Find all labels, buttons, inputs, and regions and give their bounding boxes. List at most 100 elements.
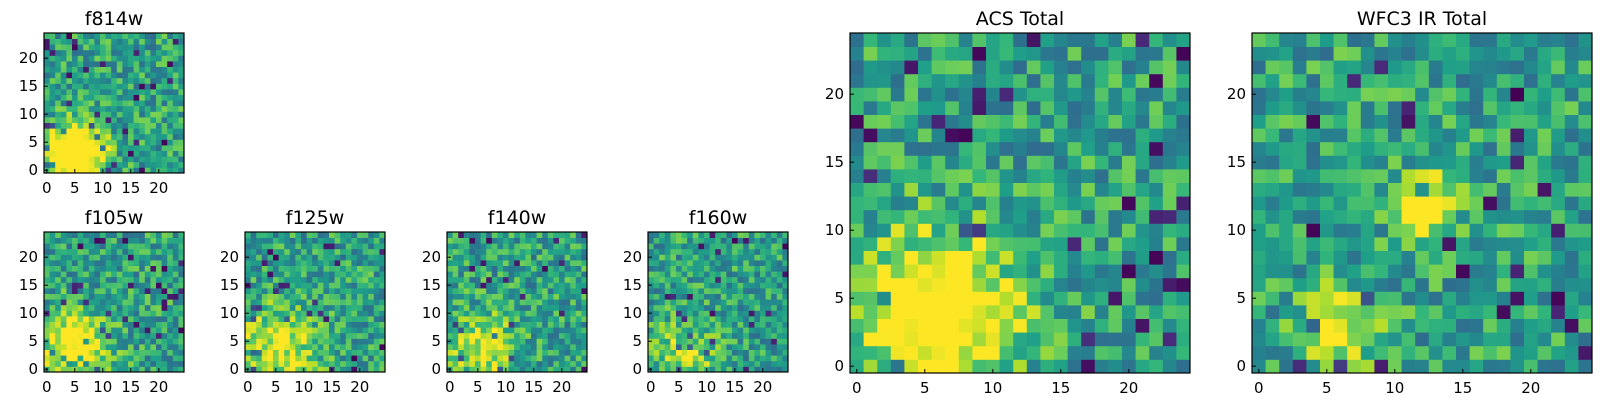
heatmap-cell	[687, 310, 694, 317]
heatmap-cell	[273, 282, 279, 289]
heatmap-cell	[760, 304, 766, 311]
heatmap-cell	[1108, 101, 1123, 115]
heatmap-cell	[317, 349, 324, 356]
heatmap-cell	[743, 248, 750, 255]
heatmap-cell	[1469, 128, 1484, 143]
heatmap-cell	[776, 243, 783, 250]
heatmap-cell	[72, 248, 78, 255]
heatmap-cell	[128, 232, 134, 238]
heatmap-cell	[362, 232, 369, 238]
heatmap-cell	[1333, 114, 1348, 129]
heatmap-cell	[284, 321, 291, 328]
heatmap-cell	[559, 271, 565, 278]
heatmap-cell	[345, 349, 352, 356]
heatmap-cell	[1320, 332, 1334, 347]
heatmap-cell	[1040, 141, 1055, 156]
heatmap-cell	[480, 344, 487, 350]
heatmap-cell	[1135, 250, 1150, 265]
heatmap-cell	[447, 276, 453, 283]
heatmap-cell	[323, 332, 330, 339]
heatmap-cell	[986, 87, 1000, 102]
heatmap-cell	[1252, 182, 1266, 197]
heatmap-cell	[931, 128, 946, 143]
heatmap-cell	[653, 232, 660, 238]
heatmap-cell	[692, 254, 699, 261]
heatmap-cell	[542, 271, 549, 278]
heatmap-cell	[150, 145, 157, 151]
heatmap-cell	[351, 310, 358, 317]
heatmap-cell	[508, 282, 515, 289]
heatmap-cell	[877, 318, 892, 333]
heatmap-cell	[1320, 291, 1334, 306]
heatmap-cell	[486, 288, 493, 294]
heatmap-cell	[1456, 182, 1470, 197]
heatmap-cell	[1122, 169, 1136, 183]
heatmap-cell	[1347, 291, 1362, 306]
heatmap-cell	[317, 282, 324, 289]
heatmap-cell	[100, 271, 106, 278]
heatmap-cell	[317, 288, 324, 294]
heatmap-cell	[1040, 128, 1055, 143]
x-tick-label: 0	[445, 378, 455, 396]
heatmap-cell	[128, 344, 134, 350]
heatmap-cell	[49, 156, 56, 163]
heatmap-cell	[491, 288, 498, 294]
heatmap-cell	[547, 260, 554, 266]
heatmap-cell	[664, 338, 671, 345]
heatmap-cell	[958, 209, 973, 224]
heatmap-cell	[715, 288, 722, 294]
heatmap-cell	[664, 232, 671, 238]
heatmap-cell	[1054, 33, 1068, 47]
heatmap-cell	[709, 338, 716, 345]
heatmap-cell	[1483, 291, 1498, 306]
heatmap-cell	[664, 327, 671, 334]
heatmap-cell	[312, 237, 319, 244]
heatmap-cell	[306, 316, 313, 322]
heatmap-cell	[72, 111, 78, 118]
heatmap-cell	[958, 237, 973, 251]
heatmap-cell	[178, 360, 185, 367]
heatmap-cell	[111, 276, 118, 283]
heatmap-cell	[452, 316, 459, 322]
heatmap-cell	[1388, 318, 1402, 333]
heatmap-cell	[278, 327, 285, 334]
heatmap-cell	[559, 316, 565, 322]
heatmap-cell	[167, 167, 174, 174]
heatmap-cell	[122, 38, 129, 45]
heatmap-cell	[1347, 87, 1362, 102]
heatmap-cell	[1415, 141, 1430, 156]
heatmap-cell	[480, 349, 487, 356]
heatmap-cell	[1040, 277, 1055, 292]
heatmap-cell	[559, 243, 565, 250]
heatmap-cell	[945, 33, 960, 47]
heatmap-cell	[720, 310, 727, 317]
heatmap-cell	[139, 271, 146, 278]
heatmap-cell	[161, 66, 168, 73]
heatmap-cell	[486, 254, 493, 261]
heatmap-cell	[312, 366, 319, 373]
heatmap-cell	[986, 141, 1000, 156]
heatmap-cell	[178, 49, 185, 56]
heatmap-cell	[653, 282, 660, 289]
heatmap-cell	[256, 360, 263, 367]
heatmap-cell	[72, 355, 78, 362]
heatmap-cell	[1415, 46, 1430, 61]
y-tick-label: 20	[422, 248, 441, 266]
heatmap-cell	[1524, 291, 1538, 306]
heatmap-cell	[362, 237, 369, 244]
heatmap-cell	[748, 248, 755, 255]
heatmap-cell	[720, 260, 727, 266]
heatmap-cell	[1265, 73, 1280, 88]
heatmap-cell	[931, 332, 946, 347]
heatmap-cell	[105, 150, 112, 157]
heatmap-cell	[958, 250, 973, 265]
heatmap-cell	[55, 276, 62, 283]
heatmap-cell	[156, 232, 162, 238]
heatmap-cell	[1401, 264, 1416, 279]
heatmap-cell	[77, 77, 84, 84]
heatmap-cell	[116, 248, 123, 255]
heatmap-cell	[676, 299, 682, 306]
heatmap-cell	[1333, 332, 1348, 347]
heatmap-cell	[1388, 250, 1402, 265]
heatmap-cell	[771, 332, 778, 339]
